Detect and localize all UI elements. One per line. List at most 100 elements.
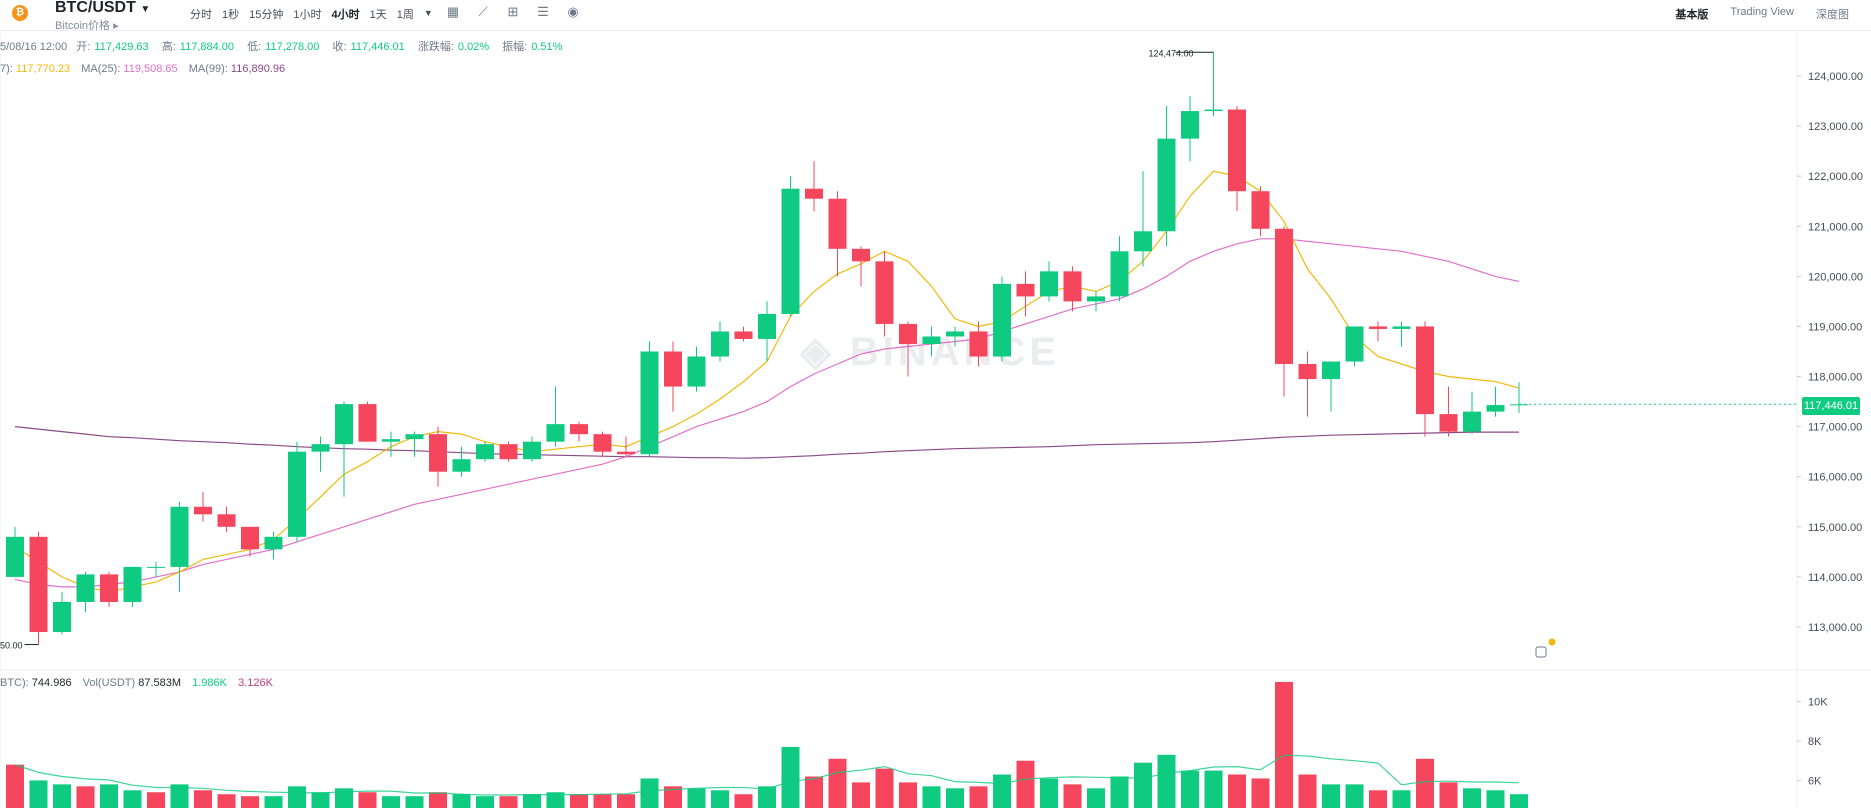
volume-bar [1228,774,1246,808]
candle-body [875,261,894,324]
volume-bar [452,794,471,808]
interval-1h[interactable]: 1小时 [293,9,322,21]
volume-bar [1110,776,1129,808]
volume-bar [1204,770,1223,808]
candle-body [664,351,682,387]
volume-bar [640,778,659,808]
interval-1w[interactable]: 1周 [396,9,414,21]
candle-body [6,536,24,577]
candle-body [1087,296,1105,302]
candle-body [617,451,635,455]
candle-body [123,566,142,602]
low-marker-label: 50.00 [0,641,23,651]
volume-bar [1040,778,1058,808]
volume-bar [264,796,283,808]
header-divider [0,30,1871,31]
candle-body [1110,251,1129,297]
volume-bar [993,774,1011,808]
volume-bar [758,786,776,808]
interval-15m[interactable]: 15分钟 [249,9,284,21]
view-tradingview[interactable]: Trading View [1730,6,1794,18]
interval-timeline[interactable]: 分时 [190,9,212,21]
volume-bar [781,746,800,808]
candle-body [405,434,424,440]
volume-bar [523,794,541,808]
y-tick-label: 114,000.00 [1808,572,1862,584]
last-price-tag: 117,446.01 [1802,397,1860,415]
pair-subtitle[interactable]: Bitcoin价格 ▸ [55,20,119,32]
volume-tick-label: 10K [1808,697,1828,709]
view-depth[interactable]: 深度图 [1816,9,1849,21]
candle-body [1157,138,1176,232]
volume-bar [946,788,964,808]
candle-body [170,506,189,567]
volume-bar [358,792,377,808]
y-tick-label: 116,000.00 [1808,472,1862,484]
candle-body [335,404,353,445]
volume-bar [1486,790,1505,808]
volume-bar [617,794,635,808]
volume-bar [1016,760,1035,808]
interval-1d[interactable]: 1天 [369,9,387,21]
candle-body [1369,326,1387,329]
top-bar: ₿ BTC/USDT ▼ Bitcoin价格 ▸ 分时 1秒 15分钟 1小时 … [0,0,1871,32]
candle-body [1486,405,1505,412]
chart-settings-icon[interactable]: ⊞ [507,4,519,19]
more-intervals-icon[interactable]: ▼ [423,8,433,18]
ma25-line [14,238,1520,588]
open-label: 开: [76,41,91,53]
pair-selector[interactable]: BTC/USDT ▼ [55,0,150,17]
volume-bar [382,796,400,808]
volume-bar [805,776,823,808]
y-tick-label: 120,000.00 [1808,271,1863,283]
candle-body [382,439,400,442]
interval-4h[interactable]: 4小时 [331,9,360,21]
volume-bar [1087,788,1105,808]
high-value: 117,884.00 [179,41,235,53]
interval-1s[interactable]: 1秒 [222,9,240,21]
low-label: 低: [247,41,262,53]
volume-bar [123,790,142,808]
high-marker-label: 124,474.00 [1149,48,1194,58]
volume-info: BTC): 744.986 Vol(USDT) 87.583M 1.986K 3… [0,677,273,689]
volume-bar [664,786,682,808]
calendar-icon[interactable]: ▦ [446,4,460,19]
ma99-value: 116,890.96 [230,63,286,75]
volume-bar [1510,794,1528,808]
volume-bar [922,786,941,808]
sliders-icon[interactable]: ☰ [537,4,549,19]
ohlc-info: 5/08/16 12:00 开: 117,429.63 高: 117,884.00 … [0,38,572,54]
high-label: 高: [161,41,176,53]
volume-bar [711,790,729,808]
y-tick-label: 115,000.00 [1808,522,1862,534]
candle-body [194,506,212,515]
y-tick-label: 121,000.00 [1808,221,1863,233]
volume-bar [593,794,612,808]
volume-bar [687,788,706,808]
volume-bar [241,796,259,808]
alert-icon [1535,646,1547,658]
indicator-icon[interactable]: ⟋ [478,4,488,19]
volume-bar [1157,754,1176,808]
chart-tools: ▦ ⟋ ⊞ ☰ ◉ [445,4,581,20]
amplitude-label: 振幅: [502,41,528,53]
pair-subtitle-label: Bitcoin价格 [55,20,111,32]
candle-body [1392,326,1411,329]
vol-ma2-value: 3.126K [238,677,273,689]
candle-body [1275,228,1293,365]
candle-body [1416,326,1434,415]
volume-ma-line [14,754,1520,796]
view-basic[interactable]: 基本版 [1675,9,1709,21]
ma99-label: MA(99): [188,63,228,75]
volume-bar [76,786,95,808]
volume-bar [6,764,24,808]
candle-body [1181,111,1199,139]
volume-bar [1345,784,1364,808]
ma7-label: 7): [0,63,13,75]
ma25-value: 119,508.65 [123,63,178,75]
settings-circle-icon[interactable]: ◉ [567,4,579,19]
candle-body [640,351,659,455]
candle-body [593,434,612,452]
candle-body [147,566,165,568]
